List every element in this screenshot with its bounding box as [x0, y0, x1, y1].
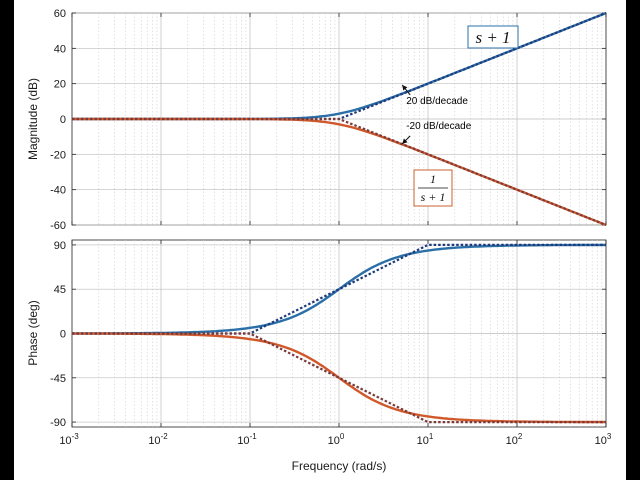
x-tick-label: 102 — [506, 432, 523, 447]
y-tick-label: 45 — [54, 284, 66, 296]
asymptote-line-inverse — [72, 332, 606, 424]
y-tick-label: -90 — [50, 417, 66, 429]
x-tick-label: 103 — [595, 432, 612, 447]
phase-panel: -90 -45 0 45 90 10-3 10-2 10-1 100 101 102 103 Pha… — [26, 13, 612, 473]
y-tick-label: -40 — [50, 185, 66, 197]
annotation-arrowhead — [402, 138, 408, 144]
y-tick-label: -45 — [50, 373, 66, 385]
magnitude-y-label: Magnitude (dB) — [26, 78, 40, 160]
y-tick-label: 90 — [54, 240, 66, 252]
s-plus-1-label: s + 1 — [475, 28, 510, 47]
phase-y-label: Phase (deg) — [26, 300, 40, 365]
annotation-arrowhead — [402, 84, 408, 91]
phase-x-ticks: 10-3 10-2 10-1 100 101 102 103 — [59, 13, 612, 447]
x-tick-label: 10-1 — [237, 432, 257, 447]
x-axis-label: Frequency (rad/s) — [292, 459, 387, 473]
magnitude-y-ticks: -60 -40 -20 0 20 40 60 — [50, 8, 606, 232]
x-tick-label: 100 — [328, 432, 345, 447]
asymptote-line-inverse — [72, 117, 607, 227]
y-tick-label: 0 — [60, 329, 66, 341]
y-tick-label: 60 — [54, 8, 66, 20]
s-plus-1-label-box — [467, 25, 519, 49]
y-tick-label: 40 — [54, 43, 66, 55]
y-tick-label: -20 — [50, 149, 66, 161]
x-tick-label: 101 — [417, 432, 434, 447]
annotation-arrows — [401, 84, 411, 145]
inverse-label-denominator: s + 1 — [421, 190, 446, 204]
inverse-label-numerator: 1 — [430, 172, 436, 186]
exact-curve-inverse — [72, 117, 607, 227]
slope-annotation-down: -20 dB/decade — [406, 121, 471, 132]
y-tick-label: 20 — [54, 79, 66, 91]
x-tick-label: 10-2 — [148, 432, 168, 447]
slope-annotation-up: 20 dB/decade — [406, 96, 468, 107]
x-tick-label: 10-3 — [59, 432, 79, 447]
asymptote-line-s-plus-1 — [72, 243, 606, 335]
y-tick-label: 0 — [60, 114, 66, 126]
phase-series — [72, 243, 606, 424]
y-tick-label: -60 — [50, 220, 66, 232]
